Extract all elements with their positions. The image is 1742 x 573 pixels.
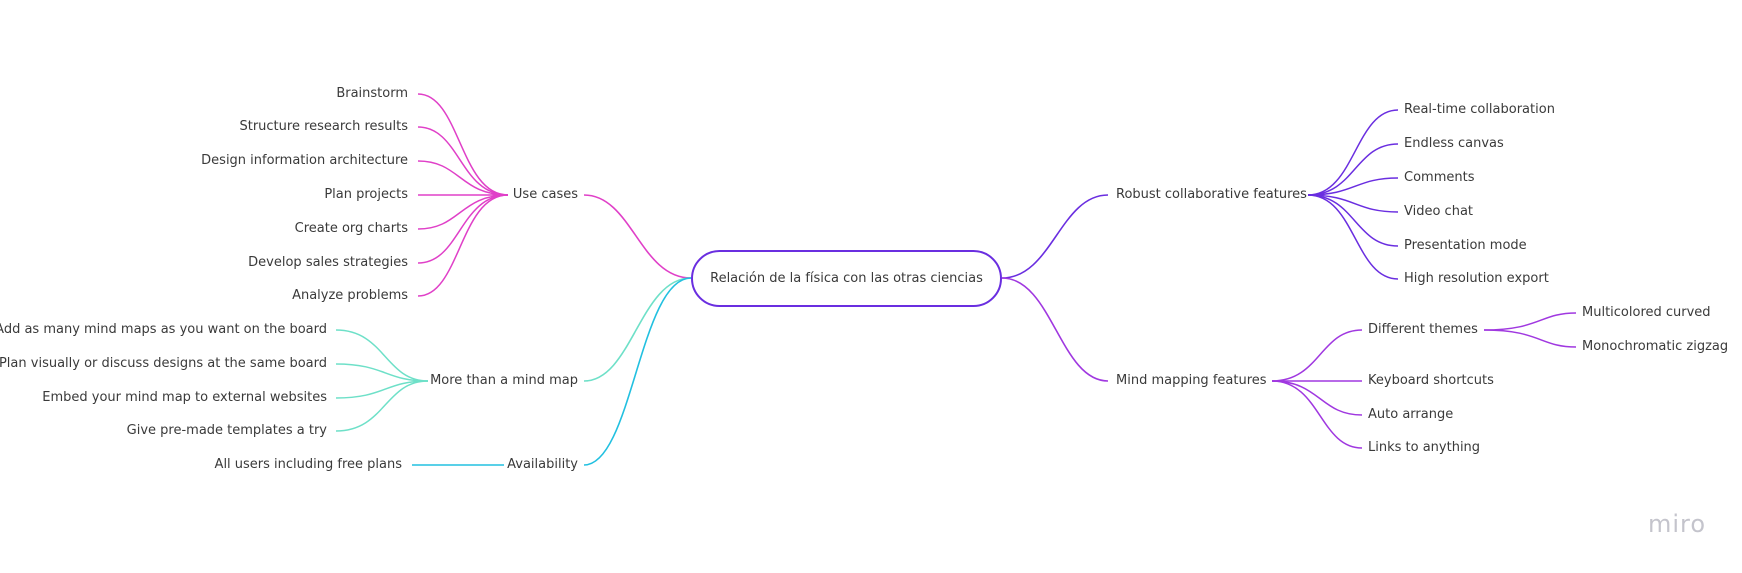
node-create-org-charts[interactable]: Create org charts <box>294 221 408 236</box>
edge-root-availability <box>583 277 692 466</box>
node-structure-research-results[interactable]: Structure research results <box>239 119 408 134</box>
miro-logo: miro <box>1648 510 1707 538</box>
branch-robust-collaborative-features[interactable]: Robust collaborative features <box>1116 187 1307 202</box>
edge-root-robust <box>1001 194 1109 279</box>
node-real-time-collaboration[interactable]: Real-time collaboration <box>1404 102 1555 117</box>
node-analyze-problems[interactable]: Analyze problems <box>292 288 408 303</box>
node-develop-sales-strategies[interactable]: Develop sales strategies <box>248 255 408 270</box>
branch-mind-mapping-features[interactable]: Mind mapping features <box>1116 373 1267 388</box>
node-brainstorm[interactable]: Brainstorm <box>336 86 408 101</box>
node-add-mind-maps[interactable]: Add as many mind maps as you want on the… <box>0 322 327 337</box>
node-comments[interactable]: Comments <box>1404 170 1475 185</box>
node-video-chat[interactable]: Video chat <box>1404 204 1474 219</box>
node-multicolored-curved[interactable]: Multicolored curved <box>1582 305 1711 320</box>
branch-availability[interactable]: Availability <box>507 457 578 472</box>
node-all-users[interactable]: All users including free plans <box>214 457 402 472</box>
branch-more-than-a-mind-map[interactable]: More than a mind map <box>430 373 578 388</box>
node-plan-visually[interactable]: Plan visually or discuss designs at the … <box>0 356 327 371</box>
edge-root-mindmapping <box>1001 277 1109 382</box>
node-monochromatic-zigzag[interactable]: Monochromatic zigzag <box>1582 339 1729 354</box>
node-auto-arrange[interactable]: Auto arrange <box>1368 407 1454 422</box>
node-high-resolution-export[interactable]: High resolution export <box>1404 271 1549 286</box>
node-embed-mind-map[interactable]: Embed your mind map to external websites <box>42 390 327 405</box>
node-pre-made-templates[interactable]: Give pre-made templates a try <box>126 423 327 438</box>
edge-root-more-than <box>583 277 692 382</box>
node-endless-canvas[interactable]: Endless canvas <box>1404 136 1504 151</box>
node-design-information-architecture[interactable]: Design information architecture <box>201 153 408 168</box>
node-links-to-anything[interactable]: Links to anything <box>1368 440 1481 455</box>
branch-use-cases[interactable]: Use cases <box>512 187 578 202</box>
node-different-themes[interactable]: Different themes <box>1368 322 1478 337</box>
root-label: Relación de la física con las otras cien… <box>710 271 983 286</box>
node-keyboard-shortcuts[interactable]: Keyboard shortcuts <box>1368 373 1494 388</box>
edge-root-use-cases <box>583 194 692 279</box>
node-plan-projects[interactable]: Plan projects <box>324 187 408 202</box>
root-node[interactable]: Relación de la física con las otras cien… <box>691 250 1002 307</box>
node-presentation-mode[interactable]: Presentation mode <box>1404 238 1527 253</box>
